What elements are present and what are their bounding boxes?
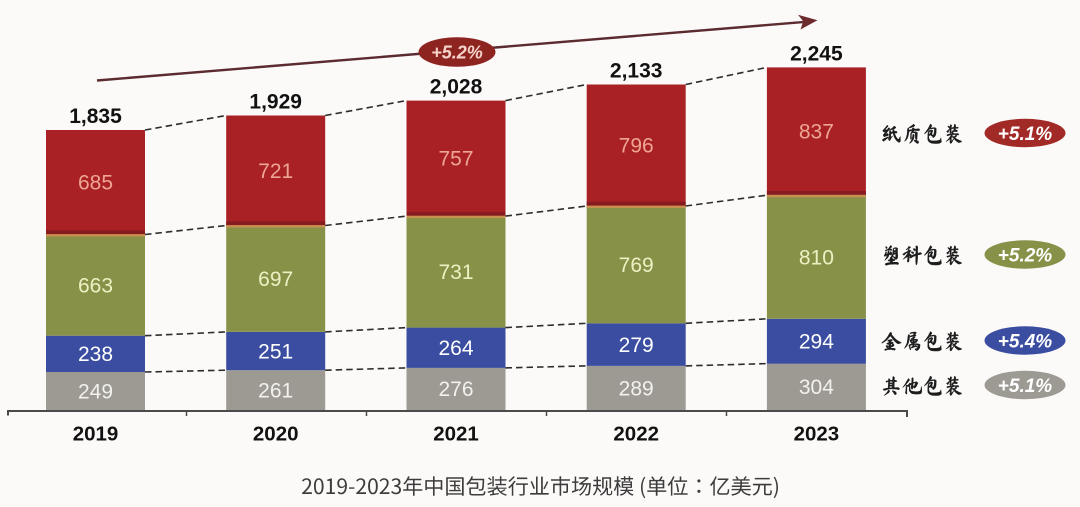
svg-text:304: 304 [799,376,834,399]
svg-text:251: 251 [258,340,293,363]
svg-text:+5.4%: +5.4% [998,331,1053,352]
svg-text:+5.1%: +5.1% [998,124,1053,145]
svg-text:+5.1%: +5.1% [998,376,1053,397]
svg-text:2023: 2023 [794,423,840,446]
svg-text:837: 837 [799,121,834,144]
svg-text:810: 810 [799,246,834,269]
svg-text:2,245: 2,245 [790,42,843,65]
svg-text:685: 685 [78,172,113,195]
svg-text:261: 261 [258,379,293,402]
svg-text:276: 276 [438,378,473,401]
svg-text:264: 264 [438,337,473,360]
svg-text:721: 721 [258,160,293,183]
svg-text:2019: 2019 [73,423,119,446]
svg-text:731: 731 [438,261,473,284]
svg-text:663: 663 [78,274,113,297]
svg-text:2021: 2021 [433,423,479,446]
svg-text:796: 796 [619,135,654,158]
svg-text:294: 294 [799,331,834,354]
svg-text:+5.2%: +5.2% [998,245,1053,266]
svg-text:279: 279 [619,334,654,357]
svg-text:1,835: 1,835 [69,105,122,128]
svg-text:2,133: 2,133 [610,60,663,83]
svg-text:+5.2%: +5.2% [431,43,483,63]
svg-text:697: 697 [258,268,293,291]
svg-text:238: 238 [78,343,113,366]
svg-text:249: 249 [78,380,113,403]
svg-text:2022: 2022 [613,423,659,446]
svg-text:2,028: 2,028 [430,76,483,99]
svg-text:757: 757 [438,148,473,171]
svg-text:289: 289 [619,377,654,400]
svg-text:2020: 2020 [253,423,299,446]
svg-text:1,929: 1,929 [249,91,302,114]
svg-text:769: 769 [619,254,654,277]
